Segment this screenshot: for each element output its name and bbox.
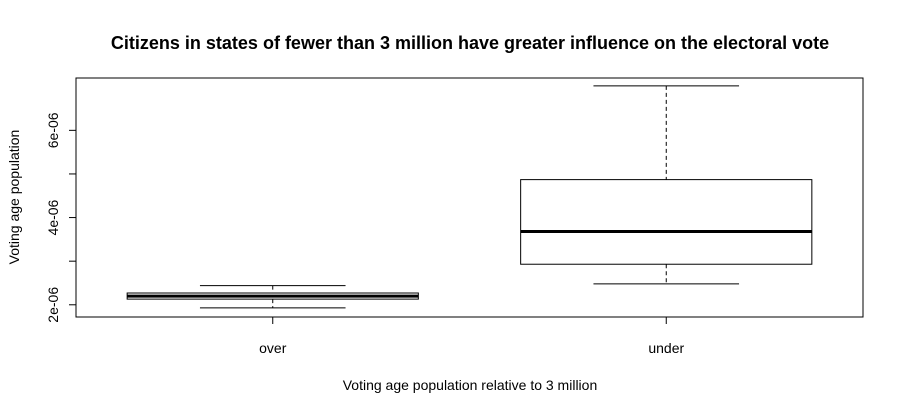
- x-axis: over under: [259, 317, 684, 356]
- y-tick-label: 2e-06: [45, 287, 61, 323]
- y-axis: 2e-06 4e-06 6e-06: [45, 112, 77, 323]
- box-under: [520, 85, 813, 285]
- x-axis-label: Voting age population relative to 3 mill…: [343, 377, 598, 393]
- boxes: [126, 85, 813, 309]
- y-axis-label: Voting age population: [6, 130, 22, 265]
- x-tick-label-over: over: [259, 340, 287, 356]
- y-tick-label: 6e-06: [45, 112, 61, 148]
- box-iqr: [520, 179, 813, 265]
- y-tick-label: 4e-06: [45, 199, 61, 235]
- box-over: [126, 285, 419, 309]
- chart-title: Citizens in states of fewer than 3 milli…: [111, 33, 829, 53]
- x-tick-label-under: under: [648, 340, 684, 356]
